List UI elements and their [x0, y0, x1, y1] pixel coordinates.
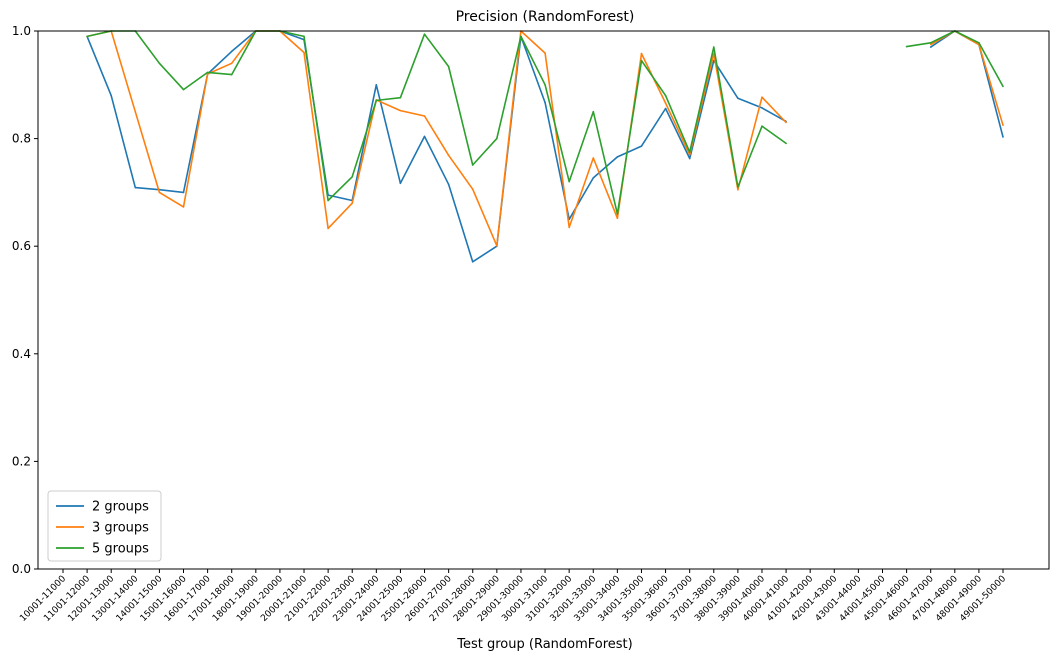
data-point — [1002, 124, 1004, 126]
data-point — [929, 46, 932, 48]
legend-box — [47, 490, 162, 562]
data-point — [423, 115, 426, 117]
y-tick-label: 0.8 — [12, 132, 31, 146]
legend-label: 3 groups — [92, 521, 149, 536]
series-line — [86, 30, 787, 215]
data-point — [327, 227, 329, 230]
data-point — [978, 42, 980, 44]
x-axis-label: Test group (RandomForest) — [456, 637, 632, 652]
data-point — [761, 125, 763, 127]
data-point — [688, 153, 691, 156]
data-point — [1002, 85, 1004, 88]
data-point — [158, 191, 161, 194]
data-point — [375, 84, 378, 86]
data-point — [592, 157, 595, 159]
data-point — [86, 35, 88, 38]
data-point — [471, 261, 474, 263]
data-point — [520, 35, 522, 38]
series-line — [86, 30, 787, 263]
data-point — [737, 188, 739, 191]
data-point — [785, 142, 787, 145]
data-point — [303, 51, 305, 54]
data-point — [544, 101, 546, 104]
data-point — [399, 109, 402, 112]
data-point — [351, 202, 354, 204]
data-point — [471, 164, 474, 166]
data-point — [737, 97, 739, 100]
data-point — [929, 43, 932, 46]
series-line — [930, 30, 1004, 138]
data-point — [182, 191, 185, 194]
data-point — [206, 71, 209, 74]
legend-label: 5 groups — [92, 542, 149, 557]
data-point — [761, 96, 763, 98]
data-point — [399, 96, 402, 99]
plot-frame — [37, 30, 1050, 570]
y-tick-label: 0.2 — [12, 454, 31, 468]
data-point — [351, 176, 354, 178]
data-point — [640, 52, 643, 55]
data-point — [688, 157, 691, 160]
y-tick-label: 0.6 — [12, 239, 31, 253]
data-point — [737, 186, 739, 188]
data-point — [664, 107, 667, 110]
data-point — [592, 177, 595, 179]
data-point — [110, 94, 112, 97]
data-point — [230, 50, 233, 53]
data-point — [471, 188, 474, 190]
data-point — [134, 186, 137, 189]
data-point — [568, 180, 570, 183]
data-point — [664, 102, 667, 104]
data-point — [592, 110, 595, 113]
data-point — [761, 107, 763, 109]
data-point — [616, 156, 619, 158]
data-point — [134, 110, 137, 113]
y-tick-label: 0.0 — [12, 562, 31, 576]
series-line — [930, 30, 1004, 126]
data-point — [929, 42, 932, 44]
data-point — [182, 88, 185, 91]
data-point — [616, 217, 619, 219]
data-point — [1002, 136, 1004, 138]
data-point — [230, 73, 233, 76]
series-layer — [86, 30, 1004, 263]
data-point — [447, 65, 450, 68]
data-point — [713, 46, 715, 48]
x-axis: 10001-1100011001-1200012001-1300013001-1… — [18, 569, 1008, 624]
data-point — [375, 99, 378, 102]
data-point — [640, 59, 643, 62]
data-point — [423, 135, 426, 138]
data-point — [399, 182, 402, 185]
data-point — [158, 62, 161, 65]
data-point — [544, 84, 546, 86]
series-1 — [86, 30, 1004, 263]
data-point — [688, 151, 691, 153]
data-point — [496, 244, 498, 247]
data-point — [327, 199, 329, 202]
data-point — [905, 45, 908, 48]
data-point — [303, 35, 305, 38]
data-point — [616, 213, 619, 215]
y-tick-label: 1.0 — [12, 24, 31, 38]
data-point — [423, 33, 426, 35]
data-point — [447, 154, 450, 157]
data-point — [544, 52, 546, 54]
data-point — [182, 206, 185, 208]
y-tick-label: 0.4 — [12, 347, 31, 361]
series-2 — [86, 30, 1004, 247]
chart-title: Precision (RandomForest) — [456, 9, 635, 25]
data-point — [640, 145, 643, 147]
data-point — [664, 94, 667, 97]
data-point — [785, 121, 787, 124]
series-line — [86, 30, 787, 247]
data-point — [230, 62, 233, 65]
data-point — [568, 226, 570, 229]
data-point — [496, 137, 498, 140]
legend: 2 groups 3 groups 5 groups — [47, 490, 162, 562]
legend-label: 2 groups — [92, 500, 149, 515]
y-axis: 0.0 0.2 0.4 0.6 0.8 1.0 — [12, 24, 38, 576]
data-point — [447, 183, 450, 186]
